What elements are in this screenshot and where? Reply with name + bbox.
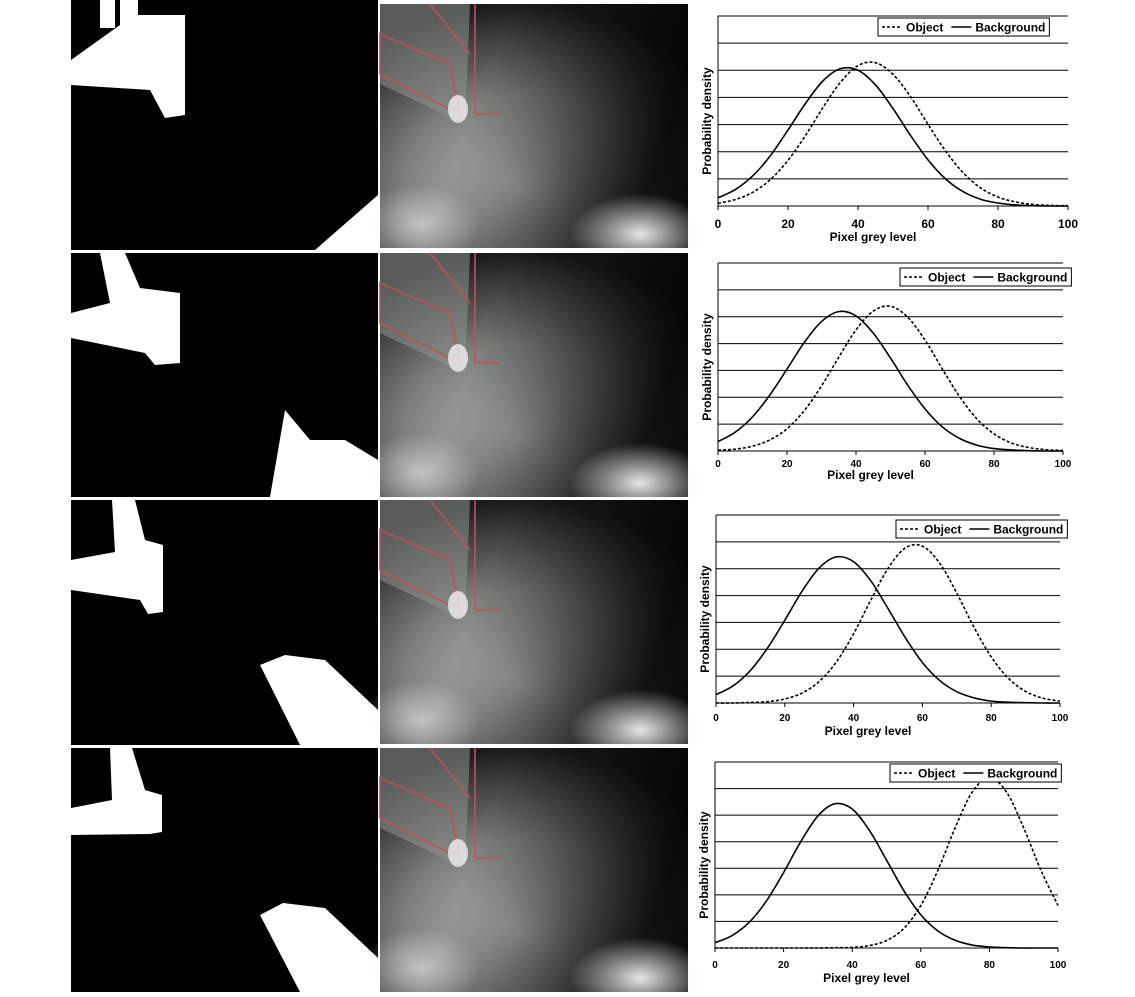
x-axis-label: Pixel grey level (827, 468, 914, 482)
legend-label: Object (928, 271, 965, 285)
x-tick-label: 100 (1058, 217, 1078, 231)
x-tick-label: 100 (1052, 713, 1069, 724)
series-line (717, 66, 1069, 207)
legend-label: Background (987, 767, 1057, 781)
y-axis-label: Probability density (697, 811, 711, 919)
x-tick-label: 0 (715, 459, 721, 470)
x-tick-label: 60 (917, 713, 929, 724)
x-tick-label: 80 (986, 713, 998, 724)
x-tick-label: 60 (915, 960, 927, 971)
x-tick-label: 20 (778, 960, 790, 971)
x-tick-label: 20 (779, 713, 791, 724)
x-axis-label: Pixel grey level (825, 724, 912, 738)
legend: Object Background (889, 763, 1062, 783)
series-line (717, 310, 1064, 452)
x-tick-label: 0 (715, 217, 722, 231)
legend-label: Background (993, 523, 1063, 537)
y-axis-label: Probability density (698, 565, 712, 673)
legend: Object Background (877, 17, 1050, 37)
series-line (715, 777, 1059, 949)
x-tick-label: 60 (919, 459, 931, 470)
x-axis-label: Pixel grey level (830, 230, 917, 244)
legend-label: Background (975, 21, 1045, 35)
mask-image (71, 0, 378, 992)
legend: Object Background (899, 267, 1072, 287)
x-tick-label: 40 (848, 713, 860, 724)
x-axis-label: Pixel grey level (823, 971, 910, 985)
y-axis-label: Probability density (700, 67, 714, 175)
x-tick-label: 60 (921, 217, 935, 231)
x-tick-label: 0 (713, 713, 719, 724)
legend-label: Object (924, 523, 961, 537)
x-tick-label: 80 (991, 217, 1005, 231)
x-tick-label: 40 (847, 960, 859, 971)
legend-label: Background (997, 271, 1067, 285)
legend-label: Object (918, 767, 955, 781)
legend: Object Background (895, 519, 1068, 539)
x-tick-label: 20 (781, 459, 793, 470)
series-line (717, 61, 1069, 207)
photo-image (359, 3, 711, 997)
legend-label: Object (906, 21, 943, 35)
series-line (714, 802, 1058, 949)
x-tick-label: 80 (988, 459, 1000, 470)
x-tick-label: 80 (984, 960, 996, 971)
chart: 0 20 40 60 80 100 Pixel grey level Probability … (700, 262, 1072, 482)
series-line (717, 305, 1064, 452)
chart: 0 20 40 60 80 100 Pixel grey level Probability … (698, 514, 1069, 738)
chart: 0 20 40 60 80 100 Pixel grey level Probability … (697, 761, 1067, 985)
chart: 0 20 40 60 80 100 Pixel grey level Probability … (700, 15, 1078, 244)
series-line (715, 543, 1061, 704)
x-tick-label: 40 (851, 217, 865, 231)
x-tick-label: 40 (850, 459, 862, 470)
x-tick-label: 20 (781, 217, 795, 231)
series-line (715, 555, 1061, 704)
x-tick-label: 100 (1055, 459, 1072, 470)
y-axis-label: Probability density (700, 313, 714, 421)
x-tick-label: 100 (1050, 960, 1067, 971)
x-tick-label: 0 (712, 960, 718, 971)
